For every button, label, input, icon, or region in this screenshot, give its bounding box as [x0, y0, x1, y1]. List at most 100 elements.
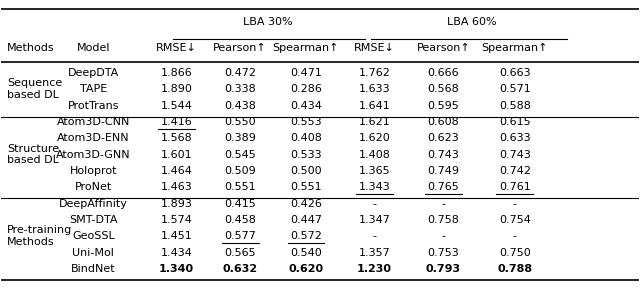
- Text: DeepDTA: DeepDTA: [68, 68, 119, 78]
- Text: 0.750: 0.750: [499, 248, 531, 258]
- Text: 1.347: 1.347: [358, 215, 390, 225]
- Text: 0.447: 0.447: [290, 215, 322, 225]
- Text: 0.753: 0.753: [428, 248, 459, 258]
- Text: 0.623: 0.623: [428, 133, 459, 143]
- Text: 1.568: 1.568: [161, 133, 192, 143]
- Text: Structure
based DL: Structure based DL: [7, 144, 60, 165]
- Text: 1.464: 1.464: [161, 166, 192, 176]
- Text: 1.866: 1.866: [161, 68, 192, 78]
- Text: SMT-DTA: SMT-DTA: [69, 215, 118, 225]
- Text: Methods: Methods: [7, 43, 54, 53]
- Text: 1.762: 1.762: [358, 68, 390, 78]
- Text: Pre-training
Methods: Pre-training Methods: [7, 226, 72, 247]
- Text: Spearman↑: Spearman↑: [481, 43, 548, 53]
- Text: Atom3D-CNN: Atom3D-CNN: [56, 117, 130, 127]
- Text: 1.451: 1.451: [161, 231, 192, 241]
- Text: Model: Model: [77, 43, 110, 53]
- Text: DeepAffinity: DeepAffinity: [59, 199, 128, 209]
- Text: -: -: [513, 199, 516, 209]
- Text: 0.426: 0.426: [290, 199, 322, 209]
- Text: Sequence
based DL: Sequence based DL: [7, 78, 62, 100]
- Text: 0.663: 0.663: [499, 68, 531, 78]
- Text: 1.340: 1.340: [159, 264, 194, 274]
- Text: 0.620: 0.620: [289, 264, 323, 274]
- Text: 1.230: 1.230: [356, 264, 392, 274]
- Text: 0.545: 0.545: [224, 149, 256, 160]
- Text: 0.743: 0.743: [499, 149, 531, 160]
- Text: Atom3D-GNN: Atom3D-GNN: [56, 149, 131, 160]
- Text: 0.500: 0.500: [290, 166, 322, 176]
- Text: 0.572: 0.572: [290, 231, 322, 241]
- Text: 0.458: 0.458: [224, 215, 256, 225]
- Text: 0.571: 0.571: [499, 84, 531, 94]
- Text: -: -: [513, 231, 516, 241]
- Text: 1.416: 1.416: [161, 117, 192, 127]
- Text: 0.793: 0.793: [426, 264, 461, 274]
- Text: 0.632: 0.632: [223, 264, 258, 274]
- Text: -: -: [441, 199, 445, 209]
- Text: 0.471: 0.471: [290, 68, 322, 78]
- Text: 1.890: 1.890: [161, 84, 192, 94]
- Text: 0.788: 0.788: [497, 264, 532, 274]
- Text: 0.595: 0.595: [428, 101, 459, 111]
- Text: 0.415: 0.415: [224, 199, 256, 209]
- Text: 0.551: 0.551: [225, 182, 256, 192]
- Text: TAPE: TAPE: [79, 84, 107, 94]
- Text: 0.472: 0.472: [224, 68, 256, 78]
- Text: 0.565: 0.565: [225, 248, 256, 258]
- Text: 0.633: 0.633: [499, 133, 531, 143]
- Text: 0.389: 0.389: [224, 133, 256, 143]
- Text: 1.893: 1.893: [161, 199, 192, 209]
- Text: 1.365: 1.365: [358, 166, 390, 176]
- Text: Spearman↑: Spearman↑: [273, 43, 339, 53]
- Text: 0.608: 0.608: [428, 117, 459, 127]
- Text: 1.633: 1.633: [358, 84, 390, 94]
- Text: 1.434: 1.434: [161, 248, 192, 258]
- Text: LBA 60%: LBA 60%: [447, 17, 497, 27]
- Text: LBA 30%: LBA 30%: [243, 17, 293, 27]
- Text: Pearson↑: Pearson↑: [213, 43, 267, 53]
- Text: 0.338: 0.338: [224, 84, 256, 94]
- Text: 0.286: 0.286: [290, 84, 322, 94]
- Text: 1.574: 1.574: [161, 215, 192, 225]
- Text: Holoprot: Holoprot: [70, 166, 117, 176]
- Text: 0.749: 0.749: [428, 166, 460, 176]
- Text: 0.533: 0.533: [290, 149, 322, 160]
- Text: 0.615: 0.615: [499, 117, 531, 127]
- Text: 0.588: 0.588: [499, 101, 531, 111]
- Text: 1.620: 1.620: [358, 133, 390, 143]
- Text: 1.621: 1.621: [358, 117, 390, 127]
- Text: 0.553: 0.553: [290, 117, 322, 127]
- Text: 0.551: 0.551: [290, 182, 322, 192]
- Text: GeoSSL: GeoSSL: [72, 231, 115, 241]
- Text: -: -: [441, 231, 445, 241]
- Text: 1.463: 1.463: [161, 182, 192, 192]
- Text: 1.601: 1.601: [161, 149, 192, 160]
- Text: 0.509: 0.509: [224, 166, 256, 176]
- Text: BindNet: BindNet: [71, 264, 116, 274]
- Text: 0.434: 0.434: [290, 101, 322, 111]
- Text: Atom3D-ENN: Atom3D-ENN: [57, 133, 130, 143]
- Text: Uni-Mol: Uni-Mol: [72, 248, 114, 258]
- Text: RMSE↓: RMSE↓: [354, 43, 395, 53]
- Text: 0.754: 0.754: [499, 215, 531, 225]
- Text: 0.438: 0.438: [224, 101, 256, 111]
- Text: 0.408: 0.408: [290, 133, 322, 143]
- Text: ProtTrans: ProtTrans: [68, 101, 119, 111]
- Text: Pearson↑: Pearson↑: [417, 43, 470, 53]
- Text: 0.666: 0.666: [428, 68, 459, 78]
- Text: 0.742: 0.742: [499, 166, 531, 176]
- Text: 0.577: 0.577: [224, 231, 256, 241]
- Text: ProNet: ProNet: [75, 182, 112, 192]
- Text: 1.357: 1.357: [358, 248, 390, 258]
- Text: 1.641: 1.641: [358, 101, 390, 111]
- Text: 0.568: 0.568: [428, 84, 459, 94]
- Text: -: -: [372, 199, 376, 209]
- Text: 0.761: 0.761: [499, 182, 531, 192]
- Text: 1.343: 1.343: [358, 182, 390, 192]
- Text: RMSE↓: RMSE↓: [156, 43, 196, 53]
- Text: 0.550: 0.550: [225, 117, 256, 127]
- Text: 0.758: 0.758: [428, 215, 459, 225]
- Text: 0.540: 0.540: [290, 248, 322, 258]
- Text: -: -: [372, 231, 376, 241]
